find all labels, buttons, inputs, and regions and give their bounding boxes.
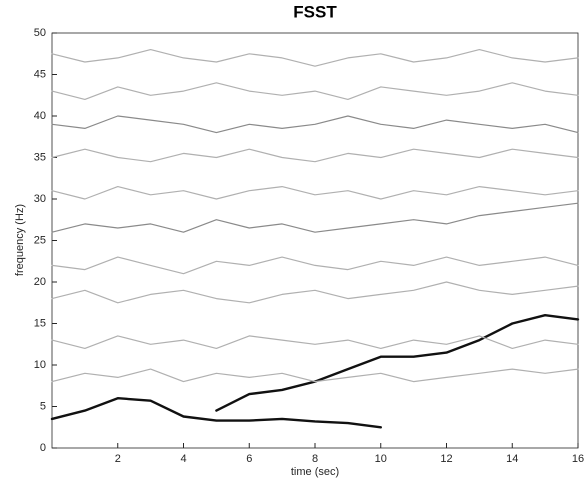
x-tick-label: 12 <box>440 453 452 465</box>
y-tick-label: 0 <box>40 442 46 454</box>
x-tick-label: 6 <box>246 453 252 465</box>
x-tick-label: 2 <box>115 453 121 465</box>
x-axis-label: time (sec) <box>291 466 339 478</box>
y-tick-label: 25 <box>34 234 46 246</box>
x-tick-label: 4 <box>180 453 186 465</box>
ridge-line <box>51 148 579 163</box>
y-tick-label: 45 <box>34 68 46 80</box>
x-tick-label: 10 <box>375 453 387 465</box>
ridge-line <box>51 281 579 304</box>
y-tick-label: 35 <box>34 151 46 163</box>
y-tick-label: 50 <box>34 27 46 39</box>
y-tick-label: 20 <box>34 276 46 288</box>
chart-title: FSST <box>293 2 337 21</box>
plot-frame <box>51 32 579 449</box>
y-tick-label: 40 <box>34 110 46 122</box>
y-tick-label: 30 <box>34 193 46 205</box>
ridge-line <box>51 82 579 100</box>
ridge-line <box>50 397 382 429</box>
y-axis-label: frequency (Hz) <box>14 204 26 276</box>
ridge-line <box>51 186 579 200</box>
ridge-line <box>51 335 579 349</box>
x-tick-label: 16 <box>572 453 584 465</box>
y-tick-label: 5 <box>40 400 46 412</box>
x-tick-label: 8 <box>312 453 318 465</box>
ridge-line <box>51 256 579 275</box>
ridge-line <box>215 314 580 412</box>
y-tick-label: 10 <box>34 359 46 371</box>
y-tick-label: 15 <box>34 317 46 329</box>
x-tick-label: 14 <box>506 453 518 465</box>
ridge-line <box>51 115 579 134</box>
ridge-line <box>51 368 579 383</box>
ridge-line <box>51 49 579 67</box>
ridge-line <box>51 202 579 233</box>
